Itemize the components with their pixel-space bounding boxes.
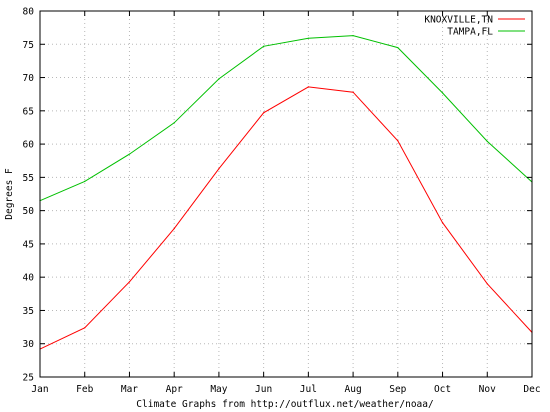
x-axis-label: Climate Graphs from http://outflux.net/w… xyxy=(136,399,433,410)
y-tick-label: 65 xyxy=(23,106,34,117)
y-tick-label: 30 xyxy=(23,339,35,350)
x-tick-label: Apr xyxy=(166,384,183,395)
data-point-tampa-fl xyxy=(307,37,309,39)
y-tick-label: 50 xyxy=(23,206,35,217)
data-point-tampa-fl xyxy=(218,78,220,80)
y-tick-label: 45 xyxy=(23,239,34,250)
data-point-tampa-fl xyxy=(128,153,131,155)
y-tick-label: 80 xyxy=(23,7,35,18)
y-tick-label: 40 xyxy=(23,273,35,284)
x-tick-label: Nov xyxy=(479,384,496,395)
data-point-knoxville-tn xyxy=(307,86,309,88)
data-point-knoxville-tn xyxy=(486,283,488,285)
grid-layer xyxy=(40,11,532,377)
y-tick-label: 70 xyxy=(23,73,35,84)
x-tick-label: Jul xyxy=(300,384,317,395)
y-axis-label: Degrees F xyxy=(4,168,15,220)
data-point-knoxville-tn xyxy=(84,327,86,329)
data-point-tampa-fl xyxy=(263,45,265,47)
data-point-knoxville-tn xyxy=(173,228,175,230)
series-layer xyxy=(39,35,533,350)
data-point-knoxville-tn xyxy=(352,91,354,93)
legend-label-tampa-fl: TAMPA,FL xyxy=(447,27,493,38)
data-point-tampa-fl xyxy=(352,35,354,37)
tick-layer: Jan Feb Mar Apr May Jun Jul Aug Sep Oct Nov Dec 25 30… xyxy=(23,7,541,396)
y-tick-label: 25 xyxy=(23,373,34,384)
data-point-knoxville-tn xyxy=(128,281,131,283)
data-point-tampa-fl xyxy=(173,122,175,124)
plot-frame xyxy=(39,10,533,378)
series-line-tampa-fl xyxy=(39,35,533,202)
data-point-knoxville-tn xyxy=(397,140,399,142)
x-tick-label: Aug xyxy=(345,384,362,395)
data-point-tampa-fl xyxy=(441,92,444,94)
x-tick-label: Sep xyxy=(389,384,406,395)
x-tick-label: Oct xyxy=(434,384,451,395)
x-tick-label: May xyxy=(210,384,227,395)
x-tick-label: Jan xyxy=(31,384,48,395)
x-tick-label: Dec xyxy=(523,384,540,395)
series-line-knoxville-tn xyxy=(39,86,533,350)
x-tick-label: Feb xyxy=(76,384,93,395)
data-point-tampa-fl xyxy=(486,140,488,143)
y-tick-label: 55 xyxy=(23,173,34,184)
data-point-knoxville-tn xyxy=(218,168,220,170)
x-tick-label: Mar xyxy=(121,384,138,395)
data-point-knoxville-tn xyxy=(441,222,444,224)
data-point-tampa-fl xyxy=(397,47,399,49)
y-tick-label: 35 xyxy=(23,306,34,317)
y-tick-label: 60 xyxy=(23,140,35,151)
legend-label-knoxville-tn: KNOXVILLE,TN xyxy=(424,15,493,26)
y-tick-label: 75 xyxy=(23,40,34,51)
data-point-tampa-fl xyxy=(84,180,86,182)
data-point-knoxville-tn xyxy=(263,112,265,114)
x-tick-label: Jun xyxy=(255,384,272,395)
